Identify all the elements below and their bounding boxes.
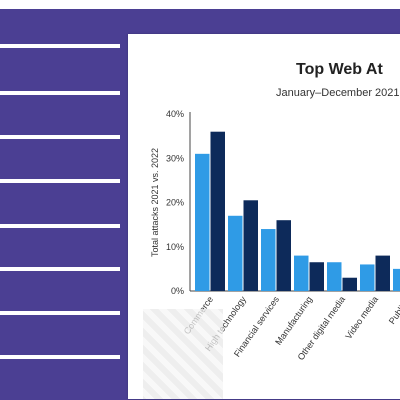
menu-line[interactable] [0, 355, 120, 359]
bar [360, 264, 375, 291]
presentation-stage: Top Web At January–December 2021 Total a… [0, 9, 400, 400]
y-tick-label: 20% [166, 198, 184, 208]
y-tick-label: 0% [171, 286, 184, 296]
chart-slide: Top Web At January–December 2021 Total a… [128, 34, 400, 399]
blurred-watermark [143, 309, 223, 399]
y-tick-label: 30% [166, 153, 184, 163]
menu-line[interactable] [0, 135, 120, 139]
menu-line[interactable] [0, 179, 120, 183]
bar [393, 268, 400, 291]
y-axis-label: Total attacks 2021 vs. 2022 [150, 148, 160, 257]
bar [375, 255, 390, 291]
bar [276, 220, 291, 291]
y-tick-label: 40% [166, 109, 184, 119]
bar [210, 131, 225, 291]
x-tick-label: Public s [387, 294, 400, 326]
bar [309, 262, 324, 291]
y-tick-label: 10% [166, 242, 184, 252]
chart-subtitle: January–December 2021 [276, 87, 400, 99]
bar [327, 262, 342, 291]
menu-line[interactable] [0, 267, 120, 271]
menu-line[interactable] [0, 44, 120, 48]
menu-line[interactable] [0, 311, 120, 315]
bar [294, 255, 309, 291]
bar [261, 229, 276, 291]
bar [243, 200, 258, 291]
bar [342, 277, 357, 291]
bar [228, 215, 243, 291]
chart-title: Top Web At [296, 61, 383, 78]
top-strip [0, 0, 400, 9]
bar [195, 153, 210, 291]
menu-line[interactable] [0, 224, 120, 228]
menu-line[interactable] [0, 91, 120, 95]
x-tick-label: Video media [343, 294, 380, 341]
